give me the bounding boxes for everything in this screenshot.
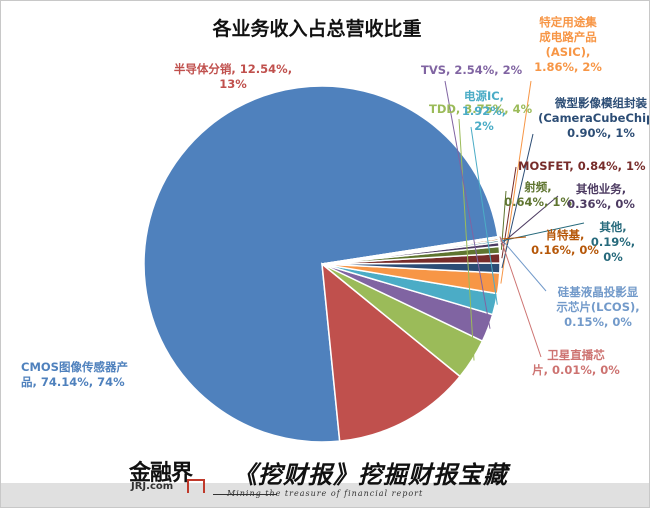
leader-line (470, 126, 498, 305)
data-label: TVS, 2.54%, 2% (421, 63, 523, 77)
data-label: 微型影像模组封装(CameraCubeChip),0.90%, 1% (538, 96, 649, 140)
data-label: 电源IC, 1.92%, 2% (462, 89, 506, 133)
tagline-rule (213, 494, 277, 495)
chart-title: 各业务收入占总营收比重 (211, 17, 421, 40)
pie-slices (143, 85, 501, 443)
data-labels: 半导体分销, 12.54%, 13% CMOS图像传感器产品, 74.14%, 74… (21, 15, 649, 389)
leader-line (500, 195, 559, 245)
pie-slice (143, 85, 499, 443)
brand-name: 金融界 (129, 460, 193, 486)
data-label: 其他, 0.19%, 0% (591, 220, 635, 264)
data-label: MOSFET, 0.84%, 1% (518, 159, 646, 173)
data-label: CMOS图像传感器产品, 74.14%, 74% (21, 360, 128, 389)
leader-line (499, 237, 547, 292)
leader-line (500, 236, 527, 240)
data-label: 卫星直播芯片, 0.01%, 0% (532, 348, 620, 377)
data-label: 硅基液晶投影显示芯片(LCOS), 0.15%, 0% (555, 285, 639, 329)
data-label: 其他业务, 0.36%, 0% (567, 182, 635, 211)
data-label: TDD, 3.75%, 4% (429, 102, 533, 116)
pie-slice (321, 262, 462, 442)
footer-band (1, 483, 649, 507)
data-label: 射频, 0.64%, 1% (504, 180, 572, 209)
house-icon (187, 479, 205, 493)
data-label: 特定用途集成电路产品(ASIC), 1.86%, 2% (534, 15, 602, 74)
tagline: Mining the treasure of financial report (227, 489, 424, 498)
brand-domain: JRJ.com (131, 481, 174, 492)
data-label: 肖特基, 0.16%, 0% (531, 228, 599, 257)
footer-banner: 金融界 JRJ.com 《挖财报》挖掘财报宝藏 Mining the treas… (1, 449, 649, 507)
data-label: 半导体分销, 12.54%, 13% (174, 62, 292, 91)
brand-logo: 金融界 JRJ.com (129, 455, 221, 495)
leader-line (444, 80, 491, 329)
leader-line (499, 236, 542, 358)
leader-lines (444, 80, 585, 361)
slogan: 《挖财报》挖掘财报宝藏 (233, 460, 508, 489)
pie-chart: 各业务收入占总营收比重 半导体分销, 12.54%, 13% CMOS图像传感器产品… (21, 15, 649, 443)
leader-line (458, 118, 475, 361)
pie-slice (321, 235, 499, 265)
